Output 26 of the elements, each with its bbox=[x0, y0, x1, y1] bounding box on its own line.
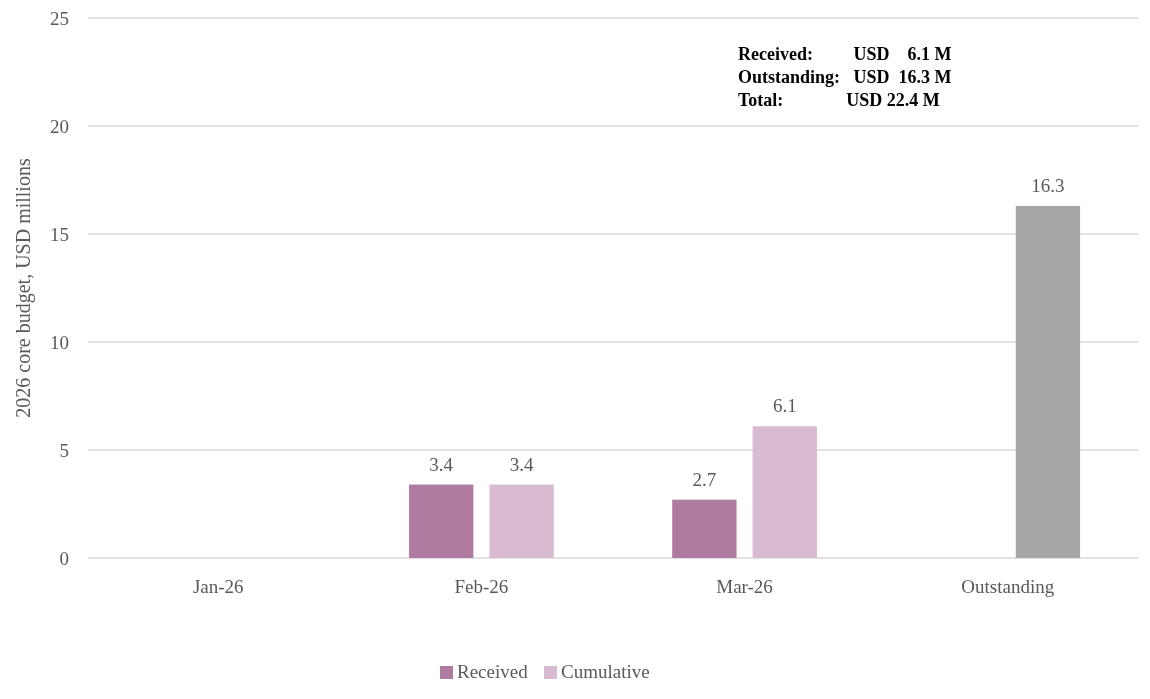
x-tick-label: Mar-26 bbox=[716, 576, 773, 597]
y-tick-label: 20 bbox=[50, 115, 69, 137]
data-label: 3.4 bbox=[429, 453, 454, 475]
data-label: 3.4 bbox=[509, 453, 534, 475]
legend-label: Cumulative bbox=[561, 661, 650, 682]
y-tick-label: 10 bbox=[50, 331, 69, 353]
x-tick-label: Feb-26 bbox=[454, 576, 509, 597]
data-label: 6.1 bbox=[772, 395, 797, 417]
bar bbox=[672, 499, 737, 558]
x-tick-label: Outstanding bbox=[961, 576, 1055, 597]
y-tick-label: 5 bbox=[59, 439, 69, 461]
legend-label: Received bbox=[457, 661, 529, 682]
x-tick-label: Jan-26 bbox=[192, 576, 244, 597]
bar bbox=[752, 426, 817, 558]
bar bbox=[409, 484, 474, 558]
y-tick-label: 0 bbox=[59, 547, 69, 569]
y-axis-title: 2026 core budget, USD millions bbox=[12, 158, 35, 418]
y-tick-label: 25 bbox=[50, 7, 69, 29]
data-label: 2.7 bbox=[692, 468, 717, 490]
bar bbox=[489, 484, 554, 558]
data-label: 16.3 bbox=[1031, 174, 1065, 196]
annotation: Total: USD 22.4 M bbox=[738, 90, 940, 110]
annotation: Received: USD 6.1 M bbox=[738, 44, 952, 64]
y-tick-label: 15 bbox=[50, 223, 69, 245]
bar bbox=[1015, 205, 1081, 558]
annotation: Outstanding: USD 16.3 M bbox=[738, 67, 952, 87]
